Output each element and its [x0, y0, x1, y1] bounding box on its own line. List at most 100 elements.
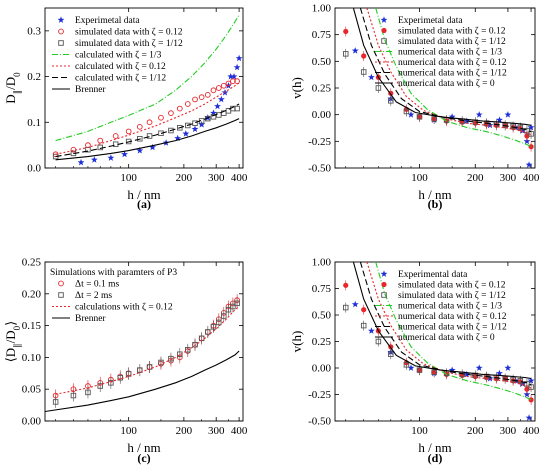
data-point	[517, 124, 524, 131]
y-tick-label: 0.50	[312, 310, 332, 322]
chart-panel-b: 100 200 300 400 -0.50 -0.25 0.00 0.25 0.50 0.75 1.…	[289, 3, 540, 212]
data-point	[403, 108, 410, 115]
data-point	[230, 73, 238, 80]
y-axis-label: v(h)	[289, 77, 304, 99]
y-tick-label: 0.00	[312, 363, 332, 375]
legend-swatch	[58, 28, 64, 35]
series-line	[55, 306, 240, 395]
legend-swatch	[381, 38, 387, 44]
data-point	[185, 122, 191, 129]
y-tick-label: 0.2	[27, 71, 41, 83]
y-tick-label: -0.50	[308, 416, 331, 428]
data-point	[108, 380, 114, 386]
data-point	[225, 82, 232, 89]
legend-entry: Brenner	[75, 314, 106, 324]
data-point	[416, 114, 423, 120]
data-point	[85, 389, 91, 396]
data-point	[185, 347, 191, 353]
data-point	[70, 392, 77, 399]
data-point	[351, 300, 359, 308]
data-point	[528, 144, 534, 150]
data-point	[234, 78, 240, 84]
y-tick-label: -0.25	[308, 389, 331, 401]
data-point	[360, 69, 367, 75]
y-axis-label: D∥/D0	[3, 72, 22, 104]
y-tick-label: 0.25	[312, 83, 332, 95]
data-point	[146, 119, 153, 126]
legend-entry: simulated data with ζ = 0.12	[75, 27, 183, 38]
data-point	[192, 96, 198, 103]
data-point	[198, 121, 206, 128]
legend-entry: Experimetal data	[398, 16, 463, 26]
legend-entry: simulated data with ζ = 1/12	[398, 290, 506, 301]
data-point	[97, 144, 103, 151]
data-point	[225, 306, 232, 313]
x-tick-label: 100	[411, 425, 428, 437]
series-line	[45, 350, 240, 413]
data-point	[431, 369, 437, 375]
data-point	[407, 364, 415, 371]
data-point	[220, 82, 227, 89]
legend-entry: numerical data with ζ = 1/12	[398, 68, 507, 79]
data-point	[351, 47, 359, 54]
data-point	[217, 95, 225, 103]
data-point	[230, 303, 236, 310]
legend-entry: Δt = 0.1 ms	[75, 280, 119, 290]
legend-title: Simulations with paramters of P3	[50, 267, 177, 278]
y-tick-label: 0.3	[27, 25, 41, 37]
y-tick-label: 0.50	[312, 56, 332, 68]
legend-swatch	[57, 16, 65, 23]
data-point	[146, 133, 153, 139]
legend-swatch	[380, 270, 388, 277]
panel-label: (a)	[137, 197, 151, 211]
legend-entry: numerical data with ζ = 1/3	[398, 47, 502, 58]
x-tick-label: 200	[176, 425, 193, 437]
data-point	[510, 123, 516, 130]
data-point	[527, 377, 535, 384]
data-point	[343, 28, 349, 35]
series-line	[352, 262, 532, 380]
y-tick-label: 0.25	[312, 336, 332, 348]
y-tick-label: 1.00	[312, 257, 332, 269]
legend-entry: numerical data with ζ = 0	[398, 332, 495, 343]
series-group	[342, 262, 535, 421]
data-point	[158, 114, 164, 121]
data-point	[184, 101, 191, 107]
y-tick-label: 0.1	[27, 117, 41, 129]
data-point	[361, 307, 367, 313]
y-tick-label: 1.00	[312, 3, 332, 15]
series-line	[366, 8, 532, 136]
series-line	[55, 103, 240, 158]
data-point	[136, 147, 144, 154]
data-point	[225, 108, 232, 114]
data-point	[168, 127, 174, 134]
data-point	[235, 54, 243, 62]
data-point	[168, 355, 174, 362]
legend-entry: numerical data with ζ = 0	[398, 78, 495, 89]
data-point	[136, 124, 143, 130]
x-tick-label: 300	[500, 425, 517, 437]
x-tick-label: 100	[120, 172, 137, 184]
legend-swatch	[380, 16, 388, 23]
data-point	[176, 105, 183, 112]
data-point	[431, 116, 437, 122]
legend-entry: numerical data with ζ = 0.12	[398, 311, 507, 322]
series-group	[45, 294, 240, 413]
data-point	[137, 135, 143, 142]
plot-frame	[44, 7, 244, 169]
legend-entry: calculated with ζ = 1/3	[75, 50, 162, 61]
legend-entry: numerical data with ζ = 0.12	[398, 57, 507, 68]
data-point	[174, 134, 182, 142]
data-point	[342, 304, 349, 311]
y-axis-label: ⟨D∥/D0⟩	[3, 321, 22, 363]
data-point	[519, 380, 526, 387]
x-tick-label: 100	[411, 172, 428, 184]
x-tick-label: 400	[523, 172, 540, 184]
chart-panel-a: 100 200 300 400 0.0 0.1 0.2 0.3 h / nm D∥/D0 (a) Ex…	[3, 7, 248, 211]
x-tick-label: 200	[176, 172, 193, 184]
data-point	[204, 92, 211, 98]
y-tick-label: 0.25	[22, 257, 42, 269]
data-point	[210, 87, 217, 94]
data-point	[343, 282, 349, 288]
